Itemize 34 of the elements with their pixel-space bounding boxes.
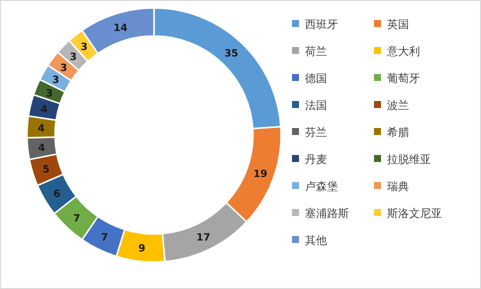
data-label: 7 xyxy=(101,232,108,244)
data-label: 5 xyxy=(42,164,50,176)
legend-label: 荷兰 xyxy=(305,45,327,58)
legend-label: 波兰 xyxy=(387,99,409,112)
data-label: 3 xyxy=(70,52,77,63)
legend-label: 芬兰 xyxy=(305,126,327,139)
legend-label: 葡萄牙 xyxy=(387,72,420,85)
data-label: 19 xyxy=(253,169,268,180)
legend-label: 英国 xyxy=(387,18,409,31)
data-label: 4 xyxy=(38,124,45,135)
legend-label: 希腊 xyxy=(387,126,409,139)
legend-label: 其他 xyxy=(305,234,327,247)
legend-label: 西班牙 xyxy=(305,18,338,31)
data-label: 3 xyxy=(60,63,68,74)
legend-label: 瑞典 xyxy=(387,180,409,193)
legend-label: 丹麦 xyxy=(305,153,327,166)
data-label: 14 xyxy=(114,23,128,34)
data-label: 6 xyxy=(53,188,60,200)
data-label: 3 xyxy=(46,88,53,100)
data-label: 17 xyxy=(196,232,210,244)
data-label: 9 xyxy=(138,243,146,254)
legend-label: 意大利 xyxy=(386,45,420,58)
data-label: 4 xyxy=(40,104,48,116)
data-label: 3 xyxy=(80,42,88,54)
legend-label: 塞浦路斯 xyxy=(305,207,349,220)
legend-label: 斯洛文尼亚 xyxy=(387,207,442,220)
legend-label: 卢森堡 xyxy=(305,180,338,193)
data-label: 3 xyxy=(52,75,60,86)
data-label: 35 xyxy=(224,48,238,60)
data-label: 7 xyxy=(73,213,80,224)
data-label: 4 xyxy=(38,143,46,154)
legend-label: 法国 xyxy=(305,99,327,112)
legend-label: 德国 xyxy=(305,72,327,85)
legend-label: 拉脱维亚 xyxy=(387,153,431,166)
